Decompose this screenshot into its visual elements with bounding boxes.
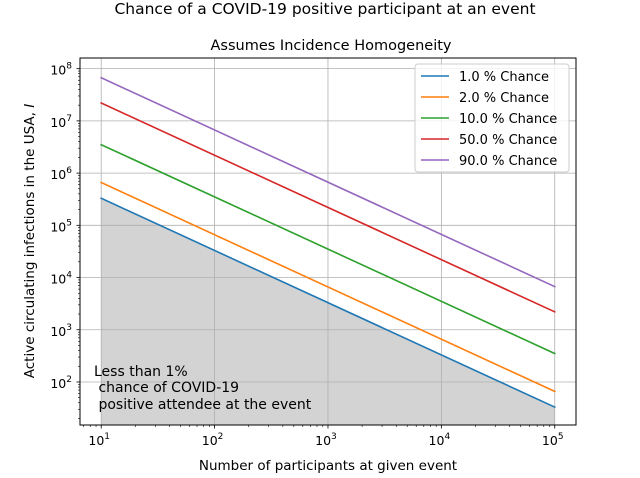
y-axis-label-text: Active circulating infections in the USA… — [22, 108, 38, 378]
x-axis-label: Number of participants at given event — [199, 458, 457, 474]
y-axis-label-variable: I — [22, 104, 38, 108]
y-tick-label-3: 104 — [50, 271, 72, 287]
legend-label-1: 1.0 % Chance — [459, 70, 549, 85]
shaded-region-label-line-2: chance of COVID-19 — [94, 380, 239, 396]
y-tick-label-1: 102 — [50, 375, 72, 391]
series-line-2 — [100, 181, 556, 393]
legend-label-2: 2.0 % Chance — [459, 91, 549, 106]
chart-title: Assumes Incidence Homogeneity — [210, 38, 451, 54]
series-line-1 — [100, 197, 556, 409]
y-axis-label: Active circulating infections in the USA… — [22, 104, 38, 378]
x-tick-label-3: 103 — [315, 432, 337, 448]
plot-area: Less than 1% chance of COVID-19 positive… — [50, 57, 577, 448]
legend-items: 1.0 % Chance 2.0 % Chance 10.0 % Chance 50.… — [421, 70, 557, 169]
shaded-region-label: Less than 1% chance of COVID-19 positive… — [94, 364, 312, 413]
series-line-3 — [100, 143, 556, 355]
series-line-4 — [100, 101, 556, 313]
legend-label-4: 50.0 % Chance — [459, 133, 557, 148]
y-tick-label-7: 108 — [50, 62, 72, 78]
legend-label-5: 90.0 % Chance — [459, 154, 557, 169]
x-tick-label-5: 105 — [542, 432, 564, 448]
shaded-region-label-line-1: Less than 1% — [94, 364, 188, 380]
legend-label-3: 10.0 % Chance — [459, 112, 557, 127]
y-tick-label-5: 106 — [50, 166, 72, 182]
x-tick-label-2: 102 — [202, 432, 224, 448]
figure-suptitle: Chance of a COVID-19 positive participan… — [114, 0, 535, 18]
shaded-region-label-line-3: positive attendee at the event — [94, 397, 312, 413]
series-line-5 — [100, 76, 556, 288]
tick-layer: 101 102 103 104 105 102 103 104 105 106 107 108 — [50, 62, 563, 448]
y-tick-label-6: 107 — [50, 114, 72, 130]
legend: 1.0 % Chance 2.0 % Chance 10.0 % Chance 50.… — [414, 63, 570, 173]
y-tick-label-4: 105 — [50, 218, 72, 234]
legend-box — [414, 63, 570, 173]
x-tick-label-4: 104 — [429, 432, 451, 448]
y-tick-label-2: 103 — [50, 323, 72, 339]
series-layer — [100, 76, 556, 409]
x-tick-label-1: 101 — [88, 432, 110, 448]
